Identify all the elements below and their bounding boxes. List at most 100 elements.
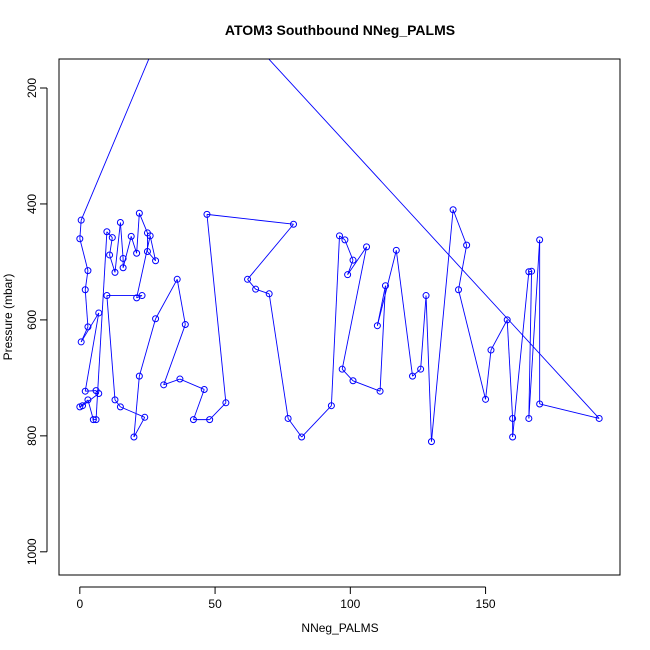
data-point [206,416,214,424]
y-axis: 200 400 600 800 1000 [25,78,48,565]
data-point [290,220,298,228]
x-axis: 0 50 100 150 [76,586,496,611]
series-segment [268,293,289,419]
y-tick-label: 800 [25,426,39,446]
data-point [252,285,260,293]
data-point [244,275,252,283]
data-point [373,322,381,330]
chart-title: ATOM3 Southbound NNeg_PALMS [225,22,455,38]
data-point [135,372,143,380]
series-segment [84,289,89,327]
data-point [160,381,168,389]
y-tick-label: 600 [25,310,39,330]
series-segment [149,235,157,261]
series-segment [193,389,205,420]
data-point [284,414,292,422]
data-point [392,246,400,254]
series-segment [341,246,367,370]
data-point [77,338,85,346]
y-tick-label: 400 [25,194,39,214]
data-point [189,416,197,424]
data-point [84,323,92,331]
series-segment [528,239,541,419]
series-segment [133,417,146,438]
data-point [143,247,151,255]
data-point [108,234,116,242]
data-point [200,385,208,393]
data-point [336,232,343,240]
series-segment [420,295,427,370]
data-point [146,232,154,240]
data-point [127,232,135,240]
data-point [536,400,544,408]
data-point [95,390,103,398]
data-point [503,316,511,324]
data-point [77,216,85,224]
data-point [103,228,111,236]
data-point [95,309,103,317]
data-point [76,235,84,243]
data-point [509,433,517,441]
y-tick-label: 1000 [25,538,39,565]
series-segment [155,279,178,319]
series-segment [458,245,468,290]
data-point [135,209,143,217]
data-point [482,395,490,403]
data-point [130,433,138,441]
data-point [76,403,84,411]
series-segment [119,222,124,259]
data-point [363,243,371,251]
data-point [487,346,495,354]
series-segment [347,246,367,275]
data-point [203,210,211,218]
series-segment [512,271,530,438]
series-segment [506,319,514,419]
series-segment [458,289,487,400]
data-point [89,416,97,424]
data-point [222,399,230,407]
data-point [119,264,127,272]
data-point [417,365,425,373]
data-point [327,402,335,410]
series-segment [344,239,354,261]
series-segment [206,213,294,225]
series-segment [106,231,113,238]
series-segment [80,59,150,221]
series-segment [106,295,116,400]
series-segment [247,279,256,290]
data-point [536,236,544,244]
series-segment [268,59,600,419]
series-segment [379,285,386,392]
data-point [173,275,181,283]
y-tick-label: 200 [25,78,39,98]
data-point [463,241,471,249]
data-point [133,249,141,257]
data-point [138,292,146,300]
series-segment [425,295,432,442]
series-segment [490,319,508,351]
series-segment [80,312,100,343]
series-segment [136,235,151,298]
series-points [76,206,603,446]
series-segment [114,399,121,408]
data-point [116,219,124,226]
x-tick-label: 150 [476,597,496,611]
series-segment [179,378,205,390]
series-segment [209,402,227,420]
series-segment [147,251,156,262]
data-point [152,315,160,323]
series-segment [85,390,97,392]
x-tick-label: 50 [208,597,222,611]
data-point [119,254,127,262]
data-point [298,433,306,441]
data-point [152,257,160,265]
data-point [111,396,119,404]
data-point [376,387,384,395]
series-segment [412,368,421,377]
data-point [81,387,89,395]
series-segment [395,250,413,377]
y-axis-label: Pressure (mbar) [1,274,15,361]
series-segment [120,406,145,418]
data-point [455,286,463,294]
data-point [427,438,435,446]
